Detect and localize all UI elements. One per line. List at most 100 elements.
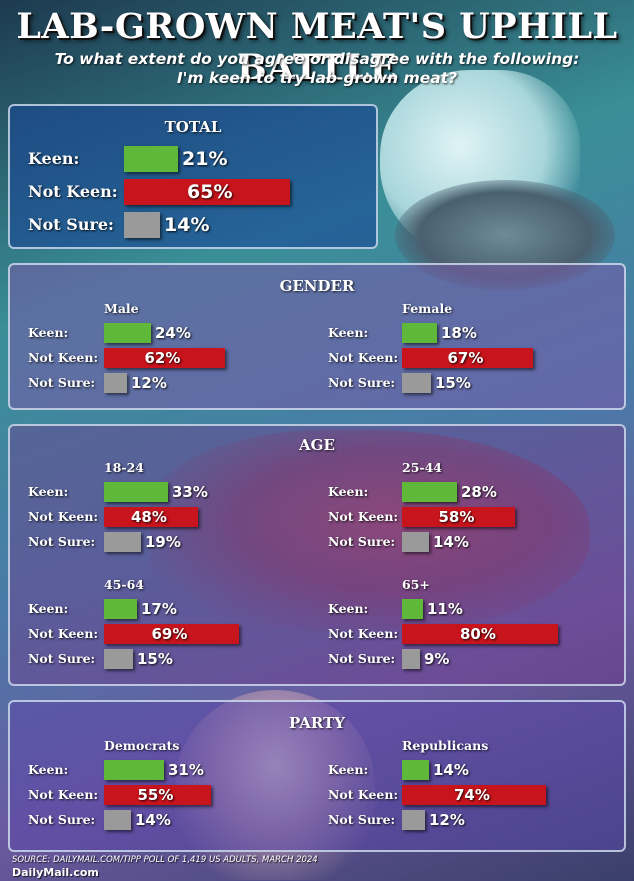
bar-keen — [124, 146, 178, 172]
party-panel: PARTY Democrats Keen: 31% Not Keen: 55% Not S… — [8, 700, 626, 852]
bar-row-keen: Keen: 18% — [328, 323, 618, 343]
category-label: Not Keen: — [328, 787, 399, 802]
data-label-not-keen: 69% — [151, 625, 188, 643]
bar-not-sure — [104, 532, 141, 552]
bar-row-not-keen: Not Keen: 65% — [28, 179, 358, 205]
data-label-keen: 31% — [168, 761, 204, 779]
group-title: 18-24 — [104, 460, 144, 475]
page-subtitle: To what extent do you agree or disagree … — [0, 50, 634, 88]
data-label-keen: 11% — [427, 600, 463, 618]
bar-row-not-keen: Not Keen: 69% — [28, 624, 318, 644]
bar-row-not-keen: Not Keen: 74% — [328, 785, 618, 805]
bar-not-keen — [402, 624, 558, 644]
bar-keen — [402, 760, 429, 780]
bar-row-not-sure: Not Sure: 15% — [28, 649, 318, 669]
category-label: Keen: — [28, 601, 69, 616]
category-label: Not Keen: — [328, 509, 399, 524]
category-label: Keen: — [328, 325, 369, 340]
category-label: Not Sure: — [328, 812, 396, 827]
data-label-not-keen: 58% — [438, 508, 475, 526]
category-label: Not Sure: — [28, 812, 96, 827]
data-label-not-sure: 14% — [433, 533, 469, 551]
group-title: 45-64 — [104, 577, 144, 592]
bar-not-keen — [402, 507, 515, 527]
data-label-not-keen: 80% — [460, 625, 496, 643]
subtitle-line-2: I'm keen to try lab-grown meat? — [176, 69, 458, 87]
bar-not-keen — [402, 348, 533, 368]
bar-not-keen — [104, 624, 239, 644]
category-label: Not Sure: — [28, 651, 96, 666]
bar-row-keen: Keen: 24% — [28, 323, 318, 343]
group-title: Republicans — [402, 738, 489, 753]
section-title-age: AGE — [299, 436, 335, 454]
category-label: Not Sure: — [28, 215, 114, 234]
bar-keen — [402, 599, 423, 619]
subtitle-line-1: To what extent do you agree or disagree … — [54, 50, 580, 68]
gloved-hand-image — [380, 70, 580, 260]
group-title: Democrats — [104, 738, 180, 753]
bar-row-not-sure: Not Sure: 19% — [28, 532, 318, 552]
data-label-not-sure: 15% — [435, 374, 471, 392]
category-label: Keen: — [328, 484, 369, 499]
category-label: Not Keen: — [28, 626, 99, 641]
category-label: Not Keen: — [28, 350, 99, 365]
age-panel: AGE 18-24 Keen: 33% Not Keen: 48% Not Sure: 19… — [8, 424, 626, 686]
bar-row-keen: Keen: 31% — [28, 760, 318, 780]
bar-row-not-sure: Not Sure: 14% — [28, 212, 358, 238]
brand-logo: DailyMail.com — [12, 866, 99, 879]
category-label: Not Keen: — [28, 509, 99, 524]
bar-row-not-sure: Not Sure: 9% — [328, 649, 618, 669]
bar-row-not-sure: Not Sure: 12% — [328, 810, 618, 830]
section-title-party: PARTY — [289, 714, 345, 732]
bar-keen — [402, 323, 437, 343]
bar-row-not-keen: Not Keen: 67% — [328, 348, 618, 368]
bar-not-sure — [104, 810, 131, 830]
group-republicans: Republicans Keen: 14% Not Keen: 74% Not Sure:… — [328, 738, 618, 838]
category-label: Not Sure: — [28, 375, 96, 390]
bar-row-not-keen: Not Keen: 48% — [28, 507, 318, 527]
bar-row-not-keen: Not Keen: 80% — [328, 624, 618, 644]
category-label: Keen: — [328, 601, 369, 616]
data-label-keen: 18% — [441, 324, 477, 342]
bar-not-sure — [402, 810, 425, 830]
page-title: LAB-GROWN MEAT'S UPHILL BATTLE — [16, 6, 618, 88]
category-label: Keen: — [28, 484, 69, 499]
group-title: 25-44 — [402, 460, 442, 475]
category-label: Not Keen: — [328, 350, 399, 365]
bar-keen — [104, 599, 137, 619]
category-label: Not Sure: — [328, 651, 396, 666]
bar-not-sure — [402, 373, 431, 393]
bar-not-keen — [402, 785, 546, 805]
bar-keen — [104, 760, 164, 780]
data-label-not-sure: 9% — [424, 650, 450, 668]
data-label-keen: 17% — [141, 600, 177, 618]
bar-not-keen — [104, 507, 198, 527]
group-title: 65+ — [402, 577, 430, 592]
data-label-not-sure: 12% — [131, 374, 167, 392]
bar-row-not-keen: Not Keen: 58% — [328, 507, 618, 527]
category-label: Keen: — [328, 762, 369, 777]
bar-row-not-keen: Not Keen: 55% — [28, 785, 318, 805]
bar-row-not-keen: Not Keen: 62% — [28, 348, 318, 368]
bar-keen — [402, 482, 457, 502]
bar-keen — [104, 482, 168, 502]
bar-not-sure — [104, 649, 133, 669]
bar-not-sure — [402, 649, 420, 669]
group-democrats: Democrats Keen: 31% Not Keen: 55% Not Sure: 14… — [28, 738, 318, 838]
data-label-not-keen: 65% — [187, 181, 233, 203]
data-label-keen: 14% — [433, 761, 469, 779]
data-label-not-sure: 12% — [429, 811, 465, 829]
category-label: Not Keen: — [28, 182, 118, 201]
group-age-18-24: 18-24 Keen: 33% Not Keen: 48% Not Sure: 19% — [28, 460, 318, 560]
data-label-not-sure: 15% — [137, 650, 173, 668]
group-title: Female — [402, 301, 453, 316]
bar-keen — [104, 323, 151, 343]
group-title: Male — [104, 301, 139, 316]
category-label: Not Sure: — [328, 534, 396, 549]
data-label-not-keen: 74% — [454, 786, 490, 804]
data-label-keen: 24% — [155, 324, 191, 342]
bar-row-keen: Keen: 21% — [28, 146, 358, 172]
section-title-total: TOTAL — [164, 118, 222, 136]
data-label-keen: 33% — [172, 483, 208, 501]
bar-not-keen — [124, 179, 290, 205]
